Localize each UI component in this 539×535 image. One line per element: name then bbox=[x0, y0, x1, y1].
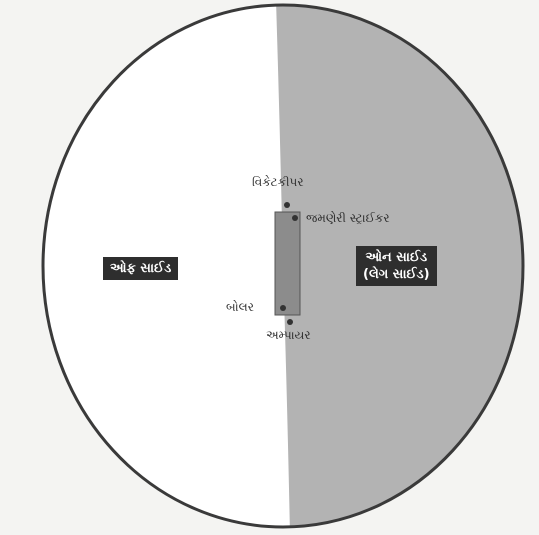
off-side-text: ઓફ સાઈડ bbox=[110, 261, 172, 276]
right-striker-label: જમણેરી સ્ટ્રાઈકર bbox=[306, 211, 390, 225]
umpire-label: અમ્પાયર bbox=[266, 328, 311, 342]
on-side-label: ઓન સાઈડ (લેગ સાઈડ) bbox=[356, 246, 437, 286]
wicketkeeper-marker bbox=[284, 202, 290, 208]
wicketkeeper-label: વિકેટકીપર bbox=[252, 175, 304, 189]
bowler-marker bbox=[280, 305, 286, 311]
on-side-text-line1: ઓન સાઈડ bbox=[365, 250, 428, 265]
bowler-label: બોલર bbox=[226, 300, 254, 314]
on-side-text-line2: (લેગ સાઈડ) bbox=[363, 267, 430, 282]
off-side-label: ઓફ સાઈડ bbox=[103, 257, 179, 280]
field-boundary bbox=[41, 3, 525, 529]
pitch bbox=[274, 211, 301, 316]
striker-marker bbox=[292, 215, 298, 221]
umpire-marker bbox=[287, 319, 293, 325]
